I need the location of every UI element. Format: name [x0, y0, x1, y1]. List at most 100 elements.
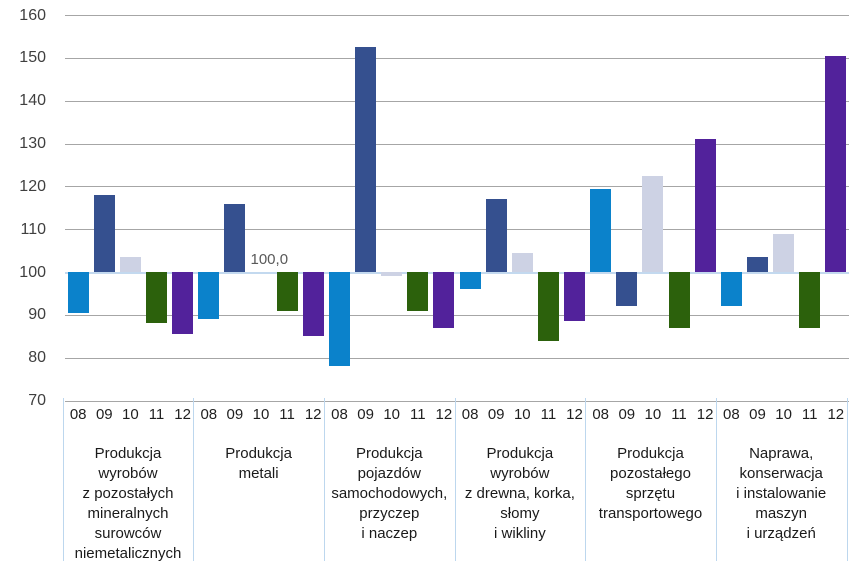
category-label-line: pojazdów: [357, 465, 421, 482]
x-axis-year-label: 09: [95, 406, 113, 423]
x-axis-year-label: 08: [200, 406, 218, 423]
bar-09-group3: [355, 47, 377, 272]
bar-09-group2: [224, 203, 246, 272]
category-label-line: maszyn: [755, 505, 808, 522]
bar-09-group4: [485, 199, 507, 272]
bar-08-group6: [720, 272, 742, 307]
x-axis-year-label: 12: [566, 406, 583, 423]
x-axis-year-label: 08: [592, 406, 610, 423]
bar-08-group2: [198, 272, 220, 320]
x-axis-year-label: 12: [827, 406, 845, 423]
category-label-line: Produkcja: [225, 445, 292, 462]
category-label: Produkcja wyrobów z pozostałych mineralnych…: [63, 444, 194, 564]
category-label-line: pozostałego: [610, 465, 691, 482]
gridline: [65, 229, 849, 231]
bar-10-group4: [511, 252, 533, 273]
category-separator-line: [62, 398, 64, 561]
category-separator-line: [454, 398, 456, 561]
x-axis-year-label: 12: [304, 406, 322, 423]
x-axis-year-label: 10: [383, 406, 401, 423]
gridline: [65, 400, 849, 402]
y-axis-tick-label: 80: [28, 349, 46, 367]
gridline: [65, 100, 849, 102]
category-label-line: Produkcja: [355, 445, 423, 462]
x-axis-year-label: 12: [696, 406, 714, 423]
category-label-line: i naczep: [361, 525, 418, 542]
category-label-line: z drewna, korka,: [464, 485, 575, 502]
y-axis-tick-label: 120: [19, 177, 46, 195]
gridline: [65, 357, 849, 359]
category-label: Naprawa, konserwacja i instalowanie maszyn i…: [716, 444, 847, 544]
y-axis-tick-label: 100: [19, 263, 46, 281]
gridline: [65, 186, 849, 188]
category-label-line: i wikliny: [494, 525, 546, 542]
category-label-line: i instalowanie: [736, 485, 827, 502]
x-axis-year-label: 11: [540, 406, 557, 423]
bar-09-group5: [616, 272, 638, 307]
x-axis-year-label: 11: [279, 406, 295, 423]
category-label-line: przyczep: [359, 505, 420, 522]
category-label-line: transportowego: [598, 505, 703, 522]
bar-11-group2: [276, 272, 298, 311]
gridline: [65, 57, 849, 59]
x-axis-year-label: 08: [723, 406, 740, 423]
category-separator-line: [324, 398, 325, 561]
bar-12-group6: [825, 55, 847, 272]
x-axis-year-label: 10: [644, 406, 662, 423]
category-label-line: metali: [238, 465, 279, 482]
y-axis-tick-label: 140: [19, 92, 46, 110]
bar-11-group6: [799, 272, 821, 328]
category-label: Produkcja pozostałego sprzętu transportoweg…: [585, 444, 716, 524]
bar-10-group5: [642, 175, 664, 273]
x-axis-year-label: 08: [331, 406, 348, 423]
category-label-line: Produkcja: [486, 445, 554, 462]
x-axis-year-label: 09: [487, 406, 505, 423]
y-axis-tick-label: 70: [28, 392, 46, 410]
category-label-line: sprzętu: [625, 485, 676, 502]
x-axis-year-label: 10: [775, 406, 792, 423]
bar-10-group6: [773, 233, 795, 273]
bar-09-group6: [747, 257, 768, 272]
category-separator-line: [846, 398, 848, 561]
bar-11-group5: [668, 272, 690, 328]
category-label-line: konserwacja: [739, 465, 823, 482]
bar-12-group4: [564, 272, 585, 322]
bar-10-group1: [119, 257, 141, 272]
category-separator-line: [715, 398, 717, 561]
y-axis-tick-label: 150: [19, 49, 46, 67]
x-axis-year-label: 09: [749, 406, 766, 423]
category-separator-line: [585, 398, 587, 561]
x-axis-year-label: 08: [461, 406, 479, 423]
x-axis-year-label: 12: [174, 406, 191, 423]
y-axis-tick-label: 160: [19, 6, 46, 24]
category-separator-line: [193, 398, 195, 561]
bar-08-group5: [590, 188, 612, 272]
gridline: [65, 15, 849, 16]
bar-11-group1: [146, 272, 167, 324]
gridline: [65, 143, 849, 145]
bar-09-group1: [93, 194, 115, 272]
bar-10-group3: [381, 272, 403, 277]
category-label-line: Produkcja: [94, 445, 162, 462]
category-label-line: Produkcja: [617, 445, 684, 462]
category-label-line: niemetalicznych: [74, 545, 182, 562]
x-axis-year-label: 10: [122, 406, 139, 423]
category-label-line: i urządzeń: [746, 525, 816, 542]
category-label-line: surowców: [94, 525, 162, 542]
y-axis-tick-label: 90: [28, 306, 46, 324]
y-axis-tick-label: 130: [19, 135, 46, 152]
category-label: Produkcja metali: [193, 444, 324, 484]
x-axis-year-label: 10: [513, 406, 531, 423]
bar-11-group4: [537, 272, 559, 341]
x-axis-year-label: 09: [357, 406, 374, 423]
baseline-value-annotation: 100,0: [250, 251, 289, 268]
x-axis-year-label: 11: [410, 406, 426, 423]
bar-08-group1: [67, 272, 89, 313]
x-axis-year-label: 10: [252, 406, 270, 423]
category-label-line: słomy: [500, 505, 540, 522]
bar-12-group3: [433, 272, 455, 328]
x-axis-year-label: 11: [148, 406, 165, 423]
x-axis-year-label: 11: [671, 406, 687, 423]
bar-12-group2: [302, 272, 324, 337]
